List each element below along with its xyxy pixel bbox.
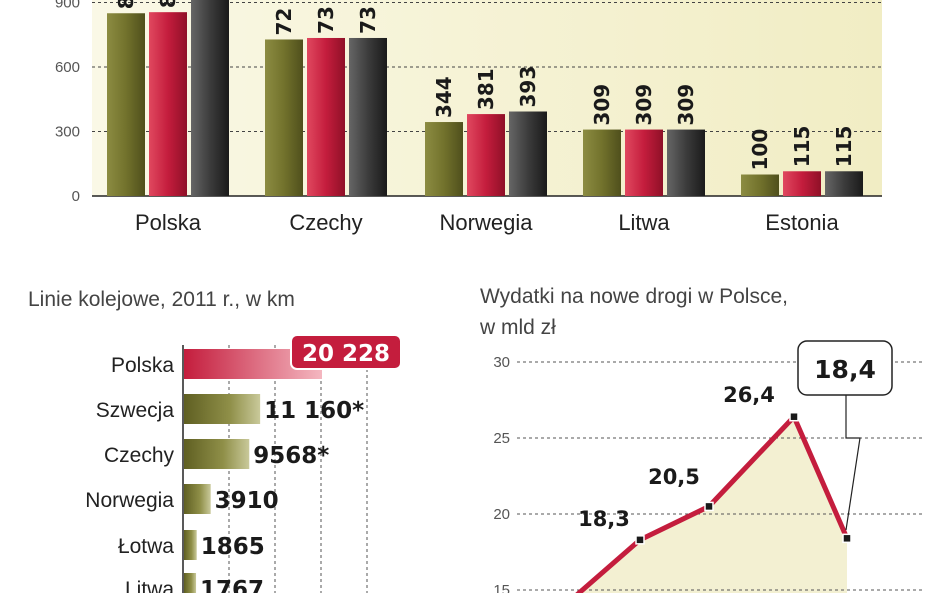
roads-callout-pointer xyxy=(845,395,861,531)
rail-value-label: 1865 xyxy=(201,534,265,560)
roads-callout-box xyxy=(797,340,893,396)
bar xyxy=(307,37,345,196)
bar xyxy=(191,0,229,196)
rail-value-label: 11 160* xyxy=(264,398,364,424)
bar xyxy=(741,174,779,196)
rail-row-label: Litwa xyxy=(125,578,174,593)
bar-value-label: 115 xyxy=(832,126,856,168)
bar-value-label: 393 xyxy=(516,66,540,108)
bar-value-label: 73 xyxy=(356,6,380,34)
rail-value-label: 20 228 xyxy=(302,341,390,367)
rail-chart-title: Linie kolejowe, 2011 r., w km xyxy=(28,288,295,311)
rail-row-label: Szwecja xyxy=(96,399,175,422)
bar-value-label: 8 xyxy=(156,0,180,8)
bar xyxy=(107,13,145,196)
bar-value-label: 100 xyxy=(748,129,772,171)
rail-bar xyxy=(184,530,197,560)
rail-row-label: Łotwa xyxy=(118,535,174,558)
bar-value-label: 72 xyxy=(272,8,296,36)
roads-y-tick: 30 xyxy=(493,354,510,371)
bar-chart-category-label: Czechy xyxy=(289,210,362,235)
roads-y-tick: 20 xyxy=(493,506,510,523)
bar-value-label: 381 xyxy=(474,68,498,110)
bar xyxy=(349,37,387,196)
bar xyxy=(783,171,821,196)
bar-value-label: 8 xyxy=(114,0,138,9)
bar-chart-y-tick: 0 xyxy=(72,188,80,205)
bar xyxy=(825,171,863,196)
bar-chart-y-tick: 600 xyxy=(55,59,80,76)
rail-row-label: Norwegia xyxy=(85,489,174,512)
rail-row-label: Czechy xyxy=(104,444,175,467)
roads-y-tick: 15 xyxy=(493,582,510,593)
roads-point xyxy=(789,411,799,422)
bar xyxy=(149,12,187,196)
rail-bar xyxy=(184,394,261,424)
roads-y-tick: 25 xyxy=(493,430,510,447)
roads-point xyxy=(842,533,852,544)
roads-point xyxy=(635,535,645,545)
bar xyxy=(425,122,463,196)
rail-bar xyxy=(184,484,211,514)
bar xyxy=(667,129,705,196)
roads-point xyxy=(704,501,714,512)
bar-value-label: 73 xyxy=(314,6,338,34)
bar-chart-category-label: Polska xyxy=(135,210,202,235)
roads-point-label: 18,3 xyxy=(578,507,630,531)
rail-value-badge xyxy=(290,334,402,370)
rail-value-label: 9568* xyxy=(253,443,329,469)
roads-point-label: 26,4 xyxy=(723,383,775,407)
bar-value-label: 309 xyxy=(674,84,698,126)
bar xyxy=(509,111,547,196)
rail-value-label: 1767 xyxy=(200,577,264,593)
bar-chart-category-label: Estonia xyxy=(765,210,839,235)
bar-value-label: 309 xyxy=(632,84,656,126)
bar xyxy=(265,39,303,197)
rail-row-label: Polska xyxy=(111,354,174,377)
roads-chart-subtitle: w mld zł xyxy=(479,316,556,339)
roads-point-label: 20,5 xyxy=(648,465,700,489)
bar-value-label: 309 xyxy=(590,84,614,126)
bar-chart-y-tick: 900 xyxy=(55,0,80,12)
bar-value-label: 344 xyxy=(432,76,456,118)
rail-bar xyxy=(184,439,250,469)
bar-chart-category-label: Litwa xyxy=(618,210,670,235)
roads-chart-title: Wydatki na nowe drogi w Polsce, xyxy=(480,285,788,308)
roads-point-label: 18,4 xyxy=(814,355,876,384)
rail-value-label: 3910 xyxy=(215,488,279,514)
bar xyxy=(583,129,621,196)
bar-chart-y-tick: 300 xyxy=(55,124,80,141)
bar-value-label: 115 xyxy=(790,126,814,168)
roads-area xyxy=(572,416,847,593)
bar-chart-category-label: Norwegia xyxy=(440,210,534,235)
bar xyxy=(625,129,663,196)
rail-bar xyxy=(184,573,197,593)
bar xyxy=(467,114,505,196)
